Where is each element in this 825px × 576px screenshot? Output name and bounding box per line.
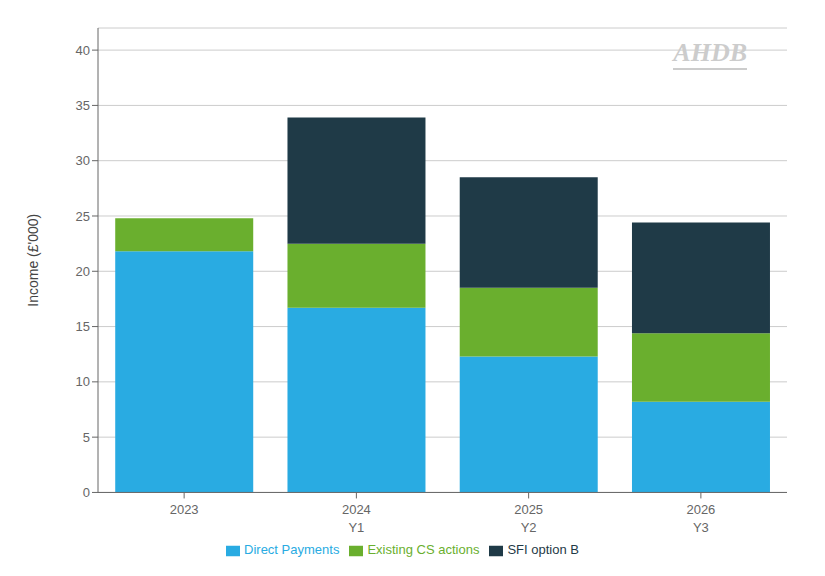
svg-text:10: 10 [76,374,90,389]
svg-text:2025: 2025 [514,502,543,517]
html-text:Direct Payments: Direct Payments [244,542,340,558]
svg-text:2024: 2024 [342,502,371,517]
svg-text:15: 15 [76,319,90,334]
svg-text:40: 40 [76,43,90,58]
html-text:AHDB: AHDB [673,38,747,67]
svg-text:5: 5 [83,430,90,445]
html-text:SFI option B: SFI option B [507,542,579,558]
svg-text:30: 30 [76,153,90,168]
svg-text:Income (£'000): Income (£'000) [25,214,41,307]
html-text:Existing CS actions: Existing CS actions [367,542,480,558]
svg-text:35: 35 [76,98,90,113]
svg-text:Y2: Y2 [521,520,537,535]
svg-text:2023: 2023 [170,502,199,517]
svg-text:Y1: Y1 [348,520,364,535]
svg-text:Y3: Y3 [693,520,709,535]
svg-text:0: 0 [83,485,90,500]
svg-text:20: 20 [76,264,90,279]
svg-text:2026: 2026 [686,502,715,517]
svg-text:25: 25 [76,209,90,224]
